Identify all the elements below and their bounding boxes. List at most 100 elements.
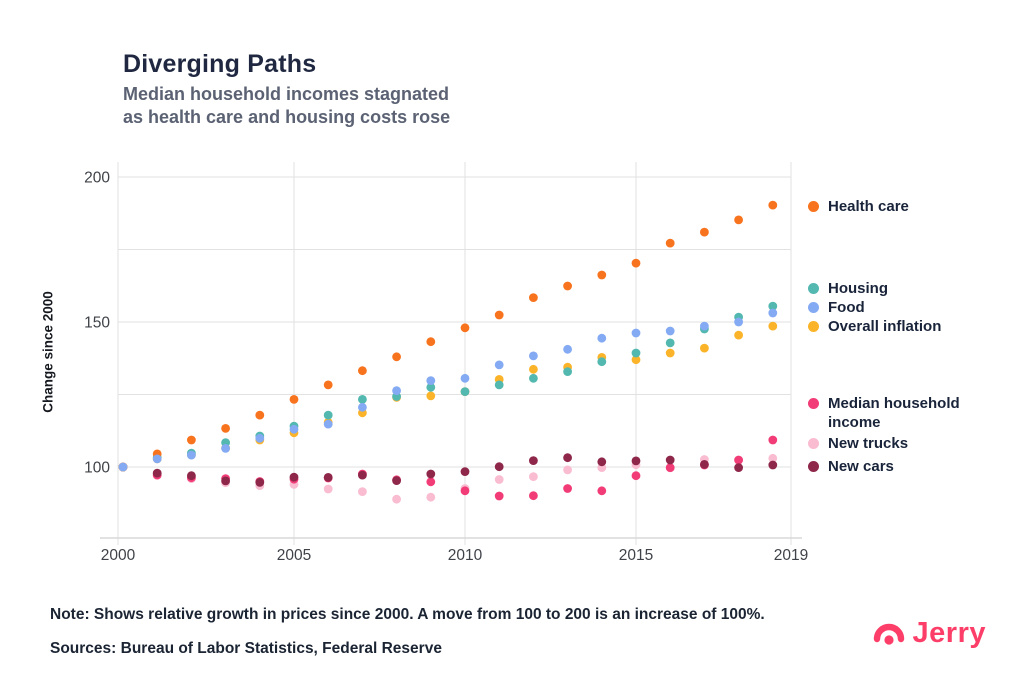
data-point-overall-inflation <box>426 391 436 401</box>
data-point-food <box>631 328 641 338</box>
data-point-housing <box>631 348 641 358</box>
data-point-new-cars <box>152 468 162 478</box>
new-trucks-swatch-icon <box>808 438 819 449</box>
data-point-food <box>392 386 401 396</box>
data-point-health-care <box>358 366 367 376</box>
data-point-overall-inflation <box>734 330 743 340</box>
data-point-new-cars <box>631 456 641 466</box>
legend-label: Housing <box>828 280 888 297</box>
data-point-health-care <box>768 200 778 210</box>
legend-label: Food <box>828 299 865 316</box>
brand-name: Jerry <box>912 617 986 649</box>
legend-label: New trucks <box>828 435 909 452</box>
data-point-housing <box>323 410 333 420</box>
data-point-median-household-income <box>631 471 641 481</box>
data-point-new-trucks <box>563 465 572 475</box>
data-point-food <box>494 360 504 370</box>
data-point-housing <box>768 301 778 311</box>
data-point-food <box>426 376 436 385</box>
data-point-housing <box>597 357 607 367</box>
data-point-new-cars <box>494 462 504 472</box>
y-tick-label: 200 <box>84 170 110 187</box>
data-point-new-trucks <box>358 487 367 496</box>
data-point-food <box>529 351 538 361</box>
new-cars-swatch-icon <box>808 461 819 472</box>
data-point-health-care <box>734 215 743 225</box>
data-point-new-trucks <box>768 453 778 463</box>
subtitle-line-1: Median household incomes stagnated <box>123 84 450 104</box>
data-point-median-household-income <box>597 486 607 496</box>
data-point-food <box>187 450 196 460</box>
data-point-overall-inflation <box>631 355 641 365</box>
data-point-new-cars <box>392 476 401 485</box>
data-point-food <box>460 373 470 383</box>
data-point-new-trucks <box>529 472 538 481</box>
data-point-new-cars <box>358 470 367 480</box>
x-tick-label: 2015 <box>619 547 653 564</box>
data-point-health-care <box>187 435 196 445</box>
data-point-overall-inflation <box>700 343 709 353</box>
data-point-food <box>255 433 265 443</box>
jerry-logo: Jerry <box>872 617 986 650</box>
data-point-food <box>768 308 778 318</box>
data-point-new-trucks <box>426 492 436 502</box>
data-point-housing <box>358 395 367 404</box>
page-subtitle: Median household incomes stagnated as he… <box>123 83 450 129</box>
legend-label: Median household income <box>828 395 960 431</box>
data-point-housing <box>460 387 470 396</box>
data-point-median-household-income <box>768 435 778 445</box>
data-point-new-cars <box>426 469 436 479</box>
x-tick-label: 2019 <box>774 547 808 564</box>
legend-label: Overall inflation <box>828 318 942 335</box>
data-point-new-cars <box>255 478 265 487</box>
legend-item-health-care: Health care <box>808 197 909 216</box>
data-point-new-cars <box>700 460 709 469</box>
data-point-median-household-income <box>494 491 504 501</box>
data-point-overall-inflation <box>665 348 675 358</box>
data-point-new-cars <box>187 471 196 481</box>
data-point-health-care <box>563 281 572 291</box>
data-point-new-cars <box>289 472 299 482</box>
data-point-health-care <box>289 395 299 404</box>
data-point-new-cars <box>529 456 538 465</box>
data-point-new-trucks <box>323 484 333 494</box>
data-point-food <box>597 333 607 343</box>
data-point-health-care <box>529 293 538 302</box>
footnote: Note: Shows relative growth in prices si… <box>50 606 765 623</box>
x-tick-label: 2005 <box>277 547 311 564</box>
data-point-new-cars <box>597 457 607 467</box>
data-point-health-care <box>597 270 607 280</box>
data-point-food <box>289 424 299 434</box>
food-swatch-icon <box>808 302 819 313</box>
legend-item-housing: Housing <box>808 279 888 298</box>
data-point-food <box>665 326 675 336</box>
x-tick-label: 2000 <box>101 547 136 564</box>
data-point-overall-inflation <box>529 364 538 374</box>
data-point-food <box>734 317 743 327</box>
legend-item-new-trucks: New trucks <box>808 434 908 453</box>
data-point-housing <box>529 373 538 383</box>
data-point-food <box>118 462 128 472</box>
median-household-income-swatch-icon <box>808 398 819 409</box>
data-point-median-household-income <box>563 484 572 493</box>
data-point-overall-inflation <box>768 321 778 331</box>
y-tick-label: 100 <box>84 460 110 477</box>
data-point-new-trucks <box>392 494 401 504</box>
data-point-food <box>358 402 367 412</box>
data-point-new-cars <box>734 463 743 472</box>
x-tick-label: 2010 <box>448 547 483 564</box>
data-point-median-household-income <box>665 463 675 472</box>
data-point-median-household-income <box>529 491 538 501</box>
data-point-housing <box>494 380 504 390</box>
data-point-food <box>323 419 333 429</box>
data-point-food <box>152 454 162 464</box>
data-point-housing <box>563 367 572 376</box>
data-point-health-care <box>426 337 436 347</box>
legend-label: Health care <box>828 198 909 215</box>
jerry-arc-icon <box>873 623 904 645</box>
legend-label: New cars <box>828 458 894 475</box>
overall-inflation-swatch-icon <box>808 321 819 332</box>
legend-item-new-cars: New cars <box>808 457 894 476</box>
